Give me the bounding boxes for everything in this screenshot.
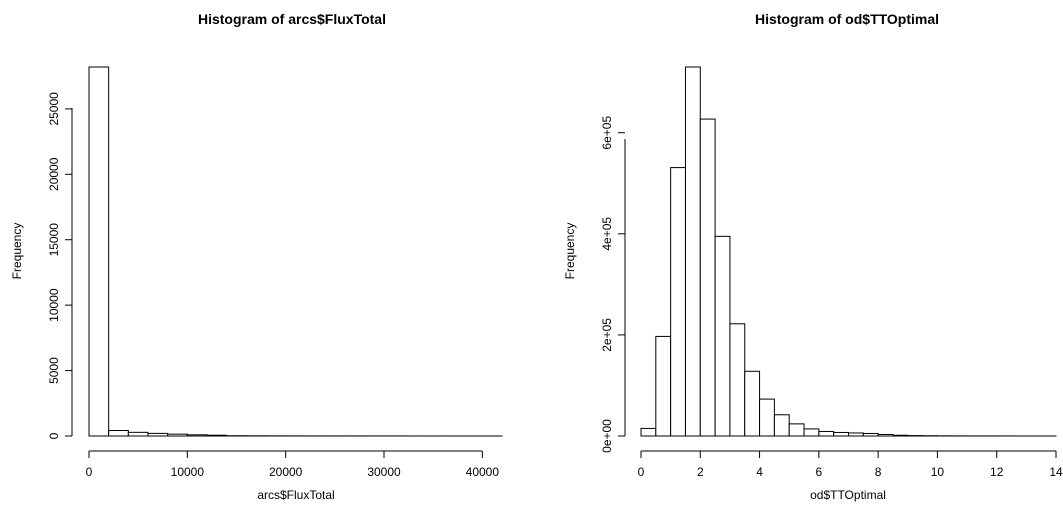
y-tick-label: 10000: [47, 288, 61, 322]
histogram-bar: [759, 398, 775, 437]
histogram-bar: [744, 370, 761, 437]
histogram-bar: [833, 431, 850, 437]
x-tick-label: 2: [697, 465, 704, 479]
histogram-bar: [818, 430, 835, 437]
y-tick-label: 2e+05: [600, 318, 614, 352]
y-tick-label: 15000: [47, 223, 61, 257]
histogram-bar: [640, 427, 657, 437]
y-tick-label: 5000: [47, 357, 61, 384]
y-tick-label: 20000: [47, 157, 61, 191]
y-tick-label: 6e+05: [600, 116, 614, 150]
chart-title: Histogram of arcs$FluxTotal: [198, 11, 386, 27]
y-tick-label: 25000: [47, 92, 61, 126]
histogram-bar: [729, 323, 746, 437]
x-tick-label: 10: [931, 465, 945, 479]
histogram-bar: [670, 167, 686, 437]
histogram-tt-optimal: Histogram of od$TTOptimal 0 2 4 6 8 10 12 14 0e+0…: [563, 11, 1063, 502]
histogram-bar: [848, 432, 864, 437]
x-tick-label: 20000: [269, 465, 303, 479]
chart-title: Histogram of od$TTOptimal: [755, 11, 939, 27]
x-tick-label: 40000: [466, 465, 500, 479]
histogram-bar: [88, 66, 110, 437]
histogram-bar: [862, 432, 879, 437]
histogram-bar: [699, 118, 716, 437]
histogram-bar: [892, 434, 909, 437]
histogram-bar: [877, 433, 894, 437]
histogram-bar: [186, 434, 208, 437]
y-tick-label: 4e+05: [600, 217, 614, 251]
histogram-bar: [655, 335, 672, 437]
histogram-bar: [167, 433, 188, 437]
histogram-bar: [684, 66, 701, 437]
x-tick-label: 14: [1049, 465, 1063, 479]
histogram-bar: [108, 430, 129, 437]
x-tick-label: 6: [816, 465, 823, 479]
histogram-bar: [788, 423, 805, 437]
x-axis-label: od$TTOptimal: [810, 488, 886, 502]
histogram-bar: [773, 414, 790, 437]
x-tick-label: 4: [756, 465, 763, 479]
x-axis-label: arcs$FluxTotal: [257, 488, 334, 502]
histogram-flux-total: Histogram of arcs$FluxTotal 0 10000 20000 30…: [10, 11, 503, 502]
x-tick-label: 30000: [367, 465, 401, 479]
histogram-bar: [127, 431, 149, 437]
y-tick-label: 0: [47, 432, 61, 439]
histogram-bar: [803, 428, 820, 437]
x-tick-label: 12: [990, 465, 1004, 479]
y-tick-label: 0e+00: [600, 419, 614, 453]
x-tick-label: 0: [86, 465, 93, 479]
x-tick-label: 8: [875, 465, 882, 479]
y-axis-label: Frequency: [563, 223, 577, 280]
histogram-bar: [714, 235, 731, 437]
histogram-bar: [147, 432, 169, 437]
y-axis-label: Frequency: [10, 223, 24, 280]
x-tick-label: 0: [638, 465, 645, 479]
x-tick-label: 10000: [171, 465, 205, 479]
histogram-bar: [206, 434, 228, 437]
